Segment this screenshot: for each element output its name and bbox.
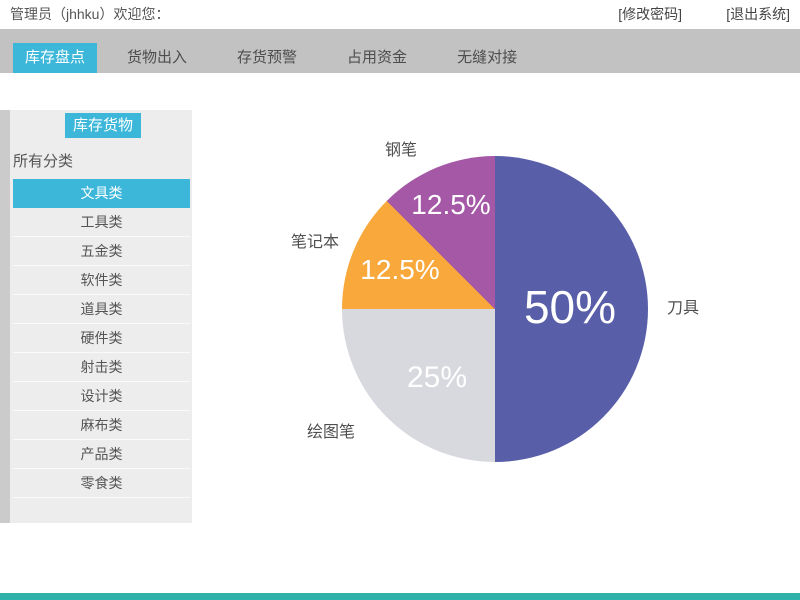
pie-label-drawpen: 绘图笔: [306, 424, 356, 441]
pie-label-pen: 钢笔: [384, 142, 418, 159]
sidebar-rail: [0, 110, 10, 523]
tab-goods-in-out[interactable]: 货物出入: [127, 49, 188, 66]
category-item-shooting[interactable]: 射击类: [13, 353, 190, 382]
category-item-props[interactable]: 道具类: [13, 295, 190, 324]
footer-bar: [0, 593, 800, 600]
main-nav: 库存盘点 货物出入 存货预警 占用资金 无缝对接: [0, 29, 800, 73]
tab-inventory-check[interactable]: 库存盘点: [13, 43, 98, 73]
pie-value-knife: 50%: [523, 281, 617, 333]
category-item-design[interactable]: 设计类: [13, 382, 190, 411]
welcome-text: 管理员（jhhku）欢迎您：: [10, 6, 170, 22]
pie-label-notebook: 笔记本: [290, 234, 340, 251]
category-item-software[interactable]: 软件类: [13, 266, 190, 295]
tab-stock-warning[interactable]: 存货预警: [237, 49, 298, 66]
pie-value-notebook: 12.5%: [360, 254, 440, 285]
top-header: 管理员（jhhku）欢迎您： [修改密码] [退出系统]: [0, 0, 800, 29]
pie-value-pen: 12.5%: [411, 189, 491, 220]
logout-link[interactable]: [退出系统]: [726, 6, 790, 22]
category-sidebar: 库存货物 所有分类 文具类 工具类 五金类 软件类 道具类 硬件类 射击类 设计…: [0, 110, 192, 523]
sidebar-title-badge: 库存货物: [65, 113, 141, 138]
category-item-tools[interactable]: 工具类: [13, 208, 190, 237]
category-item-linen[interactable]: 麻布类: [13, 411, 190, 440]
category-item-hardware[interactable]: 硬件类: [13, 324, 190, 353]
category-list: 文具类 工具类 五金类 软件类 道具类 硬件类 射击类 设计类 麻布类 产品类 …: [13, 179, 190, 498]
tab-seamless-connect[interactable]: 无缝对接: [457, 49, 518, 66]
category-item-snacks[interactable]: 零食类: [13, 469, 190, 498]
pie-label-knife: 刀具: [666, 300, 700, 317]
category-item-products[interactable]: 产品类: [13, 440, 190, 469]
tab-occupied-funds[interactable]: 占用资金: [347, 49, 408, 66]
all-categories-label: 所有分类: [13, 153, 74, 170]
change-password-link[interactable]: [修改密码]: [618, 6, 682, 22]
pie-value-drawpen: 25%: [406, 361, 468, 394]
pie-chart[interactable]: [342, 156, 648, 462]
category-item-stationery[interactable]: 文具类: [13, 179, 190, 208]
category-item-hardware-metal[interactable]: 五金类: [13, 237, 190, 266]
